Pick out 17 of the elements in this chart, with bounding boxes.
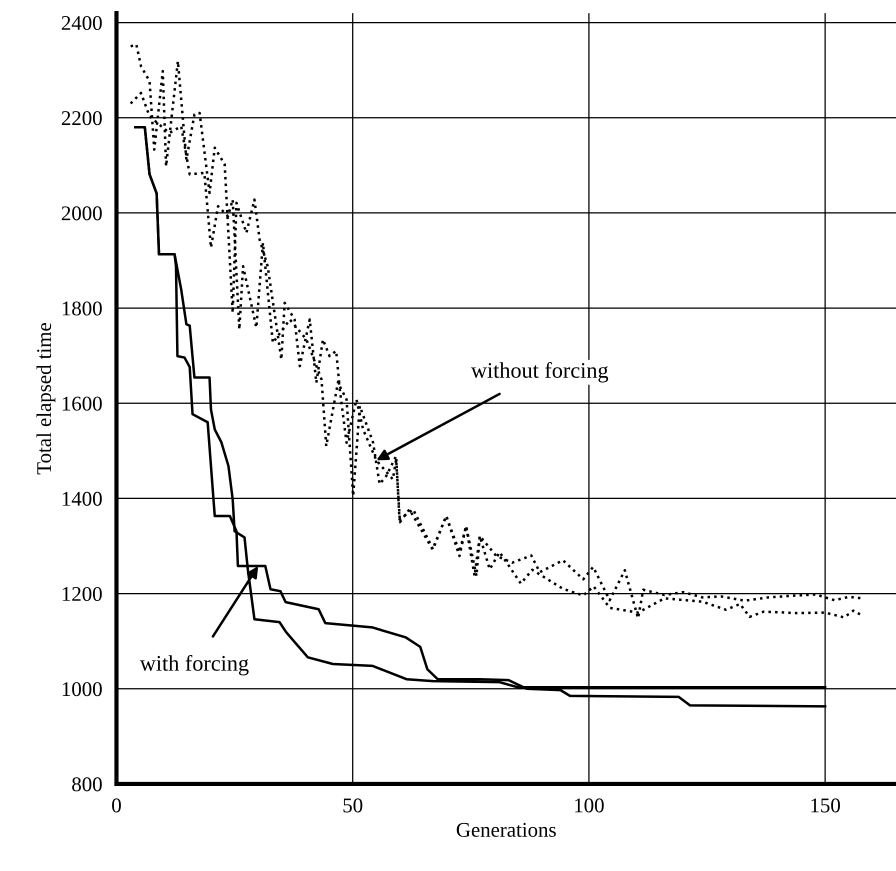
y-tick-label: 2400 (62, 16, 102, 30)
x-tick-label: 150 (811, 798, 840, 812)
annotation: with forcing (140, 654, 249, 676)
y-tick-label: 1200 (62, 586, 102, 602)
x-tick-label: 100 (575, 798, 604, 812)
x-tick-label: 50 (343, 798, 362, 812)
x-tick-label: 0 (112, 798, 121, 812)
y-tick-label: 1000 (62, 682, 102, 696)
y-tick-label: 2000 (62, 206, 102, 220)
x-axis-title: Generations (456, 822, 556, 837)
y-tick-label: 2200 (62, 111, 102, 126)
y-tick-label: 1800 (62, 301, 102, 316)
y-axis-title: Total elapsed time (36, 322, 56, 474)
y-tick-label: 1600 (62, 396, 102, 411)
annotation: without forcing (470, 362, 608, 382)
y-tick-label: 800 (72, 777, 102, 792)
y-tick-label: 1400 (62, 492, 102, 506)
